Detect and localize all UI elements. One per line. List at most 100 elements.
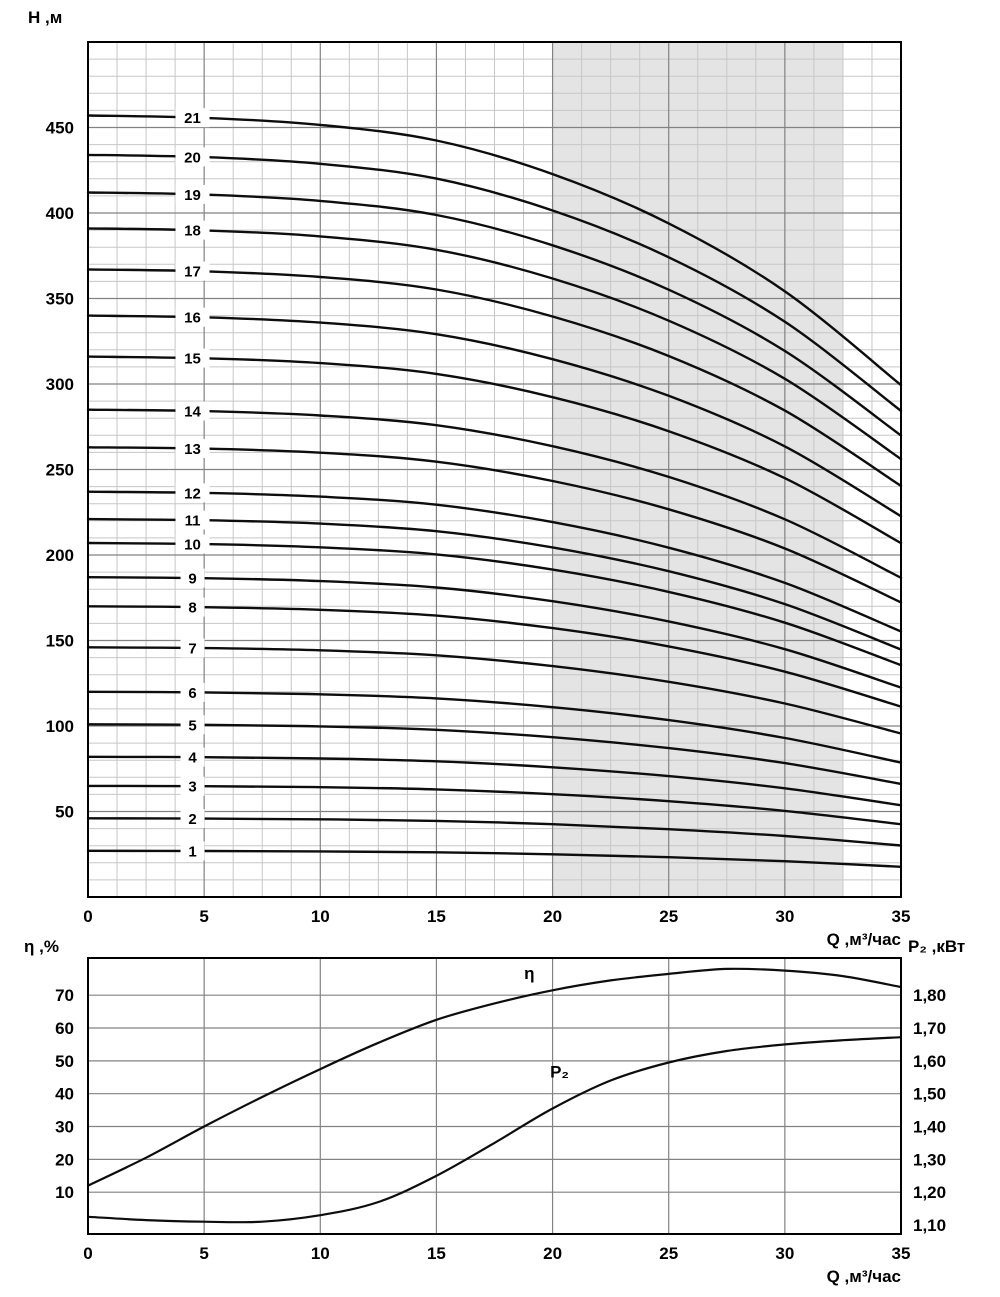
head-curve-20 (86, 153, 903, 413)
efficiency-axis-title: η ,% (24, 937, 59, 956)
head-tick-150: 150 (46, 632, 74, 651)
curve-label-backing (175, 510, 210, 530)
head-curve-19 (86, 191, 903, 437)
eta-tick-50: 50 (55, 1052, 74, 1071)
curve-label-1: 1 (188, 843, 196, 860)
flow-tick-top-20: 20 (543, 907, 562, 926)
head-tick-300: 300 (46, 375, 74, 394)
curve-label-backing (180, 841, 205, 861)
efficiency-curve (86, 967, 903, 1187)
curve-label-backing (175, 108, 210, 128)
curve-label-backing (175, 483, 210, 503)
power-tick-1: 1,20 (913, 1183, 946, 1202)
efficiency-curve-label: η (524, 964, 534, 983)
flow-tick-top-0: 0 (83, 907, 92, 926)
flow-tick-top-10: 10 (311, 907, 330, 926)
power-tick-6: 1,70 (913, 1019, 946, 1038)
flow-tick-top-25: 25 (659, 907, 678, 926)
curve-label-backing (180, 638, 205, 658)
head-curve-8 (86, 605, 903, 708)
curve-label-7: 7 (188, 641, 196, 658)
curve-label-4: 4 (188, 750, 197, 767)
curve-label-5: 5 (188, 717, 196, 734)
head-axis-title: H ,м (28, 8, 63, 27)
curve-label-backing (175, 147, 210, 167)
curve-label-backing (175, 401, 210, 421)
curve-label-12: 12 (184, 485, 201, 502)
head-flow-chart: 1234567891011121314151617181920215010015… (46, 41, 911, 926)
curve-label-11: 11 (185, 513, 201, 530)
curve-label-3: 3 (188, 779, 196, 796)
efficiency-power-chart: ηP₂102030405060701,101,201,301,401,501,6… (55, 957, 946, 1263)
power-curve-label: P₂ (550, 1062, 569, 1081)
head-curve-2 (86, 817, 903, 847)
head-curve-5 (86, 723, 903, 786)
curve-label-backing (175, 184, 210, 204)
curve-label-backing (175, 261, 210, 281)
eta-tick-10: 10 (55, 1183, 74, 1202)
head-curve-12 (86, 490, 903, 633)
curve-label-21: 21 (184, 110, 201, 127)
eta-tick-40: 40 (55, 1085, 74, 1104)
plot-border-bottom (87, 957, 902, 1235)
flow-tick-bottom-30: 30 (775, 1244, 794, 1263)
plot-border-top (87, 41, 902, 898)
head-curve-18 (86, 227, 903, 461)
head-curve-16 (86, 314, 903, 518)
curve-label-backing (180, 597, 205, 617)
curve-label-backing (175, 534, 210, 554)
curve-label-backing (175, 220, 210, 240)
flow-tick-top-5: 5 (199, 907, 208, 926)
curve-label-9: 9 (188, 571, 196, 588)
curve-label-8: 8 (188, 600, 196, 617)
flow-tick-top-15: 15 (427, 907, 446, 926)
power-tick-5: 1,60 (913, 1052, 946, 1071)
curve-label-17: 17 (184, 264, 201, 281)
flow-tick-top-35: 35 (892, 907, 911, 926)
head-curve-14 (86, 408, 903, 579)
flow-axis-title-top: Q ,м³/час (826, 930, 901, 949)
curve-label-13: 13 (184, 441, 201, 458)
power-curve (86, 1036, 903, 1224)
power-tick-4: 1,50 (913, 1085, 946, 1104)
curve-label-backing (175, 307, 210, 327)
curve-label-15: 15 (184, 351, 201, 368)
head-curve-21 (86, 114, 903, 387)
head-curve-10 (86, 541, 903, 667)
head-tick-400: 400 (46, 204, 74, 223)
curve-label-backing (180, 776, 205, 796)
power-tick-2: 1,30 (913, 1150, 946, 1169)
head-curve-3 (86, 784, 903, 826)
head-curve-1 (86, 849, 903, 868)
flow-tick-bottom-25: 25 (659, 1244, 678, 1263)
eta-tick-60: 60 (55, 1019, 74, 1038)
power-tick-7: 1,80 (913, 986, 946, 1005)
curve-label-18: 18 (184, 223, 201, 240)
curve-label-19: 19 (184, 187, 201, 204)
head-tick-350: 350 (46, 290, 74, 309)
head-curve-7 (86, 646, 903, 735)
head-curve-9 (86, 576, 903, 689)
curve-label-10: 10 (184, 536, 201, 553)
flow-tick-bottom-10: 10 (311, 1244, 330, 1263)
curve-label-backing (175, 348, 210, 368)
flow-tick-bottom-0: 0 (83, 1244, 92, 1263)
flow-tick-bottom-5: 5 (199, 1244, 208, 1263)
curve-label-backing (180, 809, 205, 829)
head-tick-450: 450 (46, 119, 74, 138)
curve-label-backing (180, 568, 205, 588)
head-curve-13 (86, 446, 903, 604)
curve-label-14: 14 (184, 403, 201, 420)
flow-tick-top-30: 30 (775, 907, 794, 926)
eta-tick-70: 70 (55, 986, 74, 1005)
head-curve-4 (86, 755, 903, 807)
head-curve-11 (86, 517, 903, 651)
head-curve-15 (86, 355, 903, 545)
curve-label-16: 16 (184, 310, 201, 327)
flow-axis-title-bottom: Q ,м³/час (826, 1267, 901, 1286)
head-curve-6 (86, 690, 903, 764)
curve-label-20: 20 (184, 149, 201, 166)
flow-tick-bottom-15: 15 (427, 1244, 446, 1263)
